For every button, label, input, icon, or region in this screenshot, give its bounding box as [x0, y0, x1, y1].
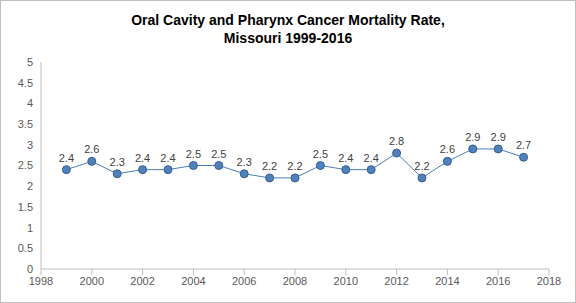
svg-text:2.2: 2.2 — [414, 160, 429, 172]
svg-text:5: 5 — [27, 56, 33, 68]
svg-text:2000: 2000 — [80, 275, 104, 287]
svg-text:2.4: 2.4 — [364, 152, 379, 164]
svg-text:3: 3 — [27, 139, 33, 151]
svg-text:2014: 2014 — [435, 275, 459, 287]
svg-text:2.5: 2.5 — [186, 148, 201, 160]
svg-text:2.7: 2.7 — [516, 139, 531, 151]
svg-text:2.2: 2.2 — [287, 160, 302, 172]
svg-text:2: 2 — [27, 180, 33, 192]
svg-text:2.9: 2.9 — [465, 131, 480, 143]
svg-text:2018: 2018 — [537, 275, 561, 287]
svg-text:3.5: 3.5 — [18, 118, 33, 130]
svg-text:1998: 1998 — [29, 275, 53, 287]
svg-text:2002: 2002 — [130, 275, 154, 287]
svg-text:1.5: 1.5 — [18, 201, 33, 213]
svg-text:4: 4 — [27, 97, 33, 109]
svg-text:2.4: 2.4 — [135, 152, 150, 164]
svg-text:2.9: 2.9 — [491, 131, 506, 143]
svg-text:2.3: 2.3 — [237, 156, 252, 168]
svg-text:2012: 2012 — [384, 275, 408, 287]
svg-text:0: 0 — [27, 263, 33, 275]
html-text:Oral Cavity and Pharynx Cancer: Oral Cavity and Pharynx Cancer Mortality… — [131, 12, 445, 28]
svg-text:2.5: 2.5 — [18, 159, 33, 171]
svg-text:2.6: 2.6 — [440, 143, 455, 155]
svg-text:2.4: 2.4 — [59, 152, 74, 164]
svg-text:2008: 2008 — [283, 275, 307, 287]
svg-text:2.5: 2.5 — [313, 148, 328, 160]
svg-text:2.6: 2.6 — [84, 143, 99, 155]
svg-text:0.5: 0.5 — [18, 242, 33, 254]
svg-text:2.4: 2.4 — [160, 152, 175, 164]
svg-text:4.5: 4.5 — [18, 77, 33, 89]
svg-text:2016: 2016 — [486, 275, 510, 287]
svg-text:2.2: 2.2 — [262, 160, 277, 172]
svg-text:1: 1 — [27, 222, 33, 234]
svg-text:2010: 2010 — [334, 275, 358, 287]
svg-text:2004: 2004 — [181, 275, 205, 287]
html-text:Missouri 1999-2016: Missouri 1999-2016 — [223, 30, 353, 46]
svg-text:2.5: 2.5 — [211, 148, 226, 160]
svg-text:2.8: 2.8 — [389, 135, 404, 147]
svg-text:2.3: 2.3 — [110, 156, 125, 168]
svg-text:2006: 2006 — [232, 275, 256, 287]
svg-text:2.4: 2.4 — [338, 152, 353, 164]
